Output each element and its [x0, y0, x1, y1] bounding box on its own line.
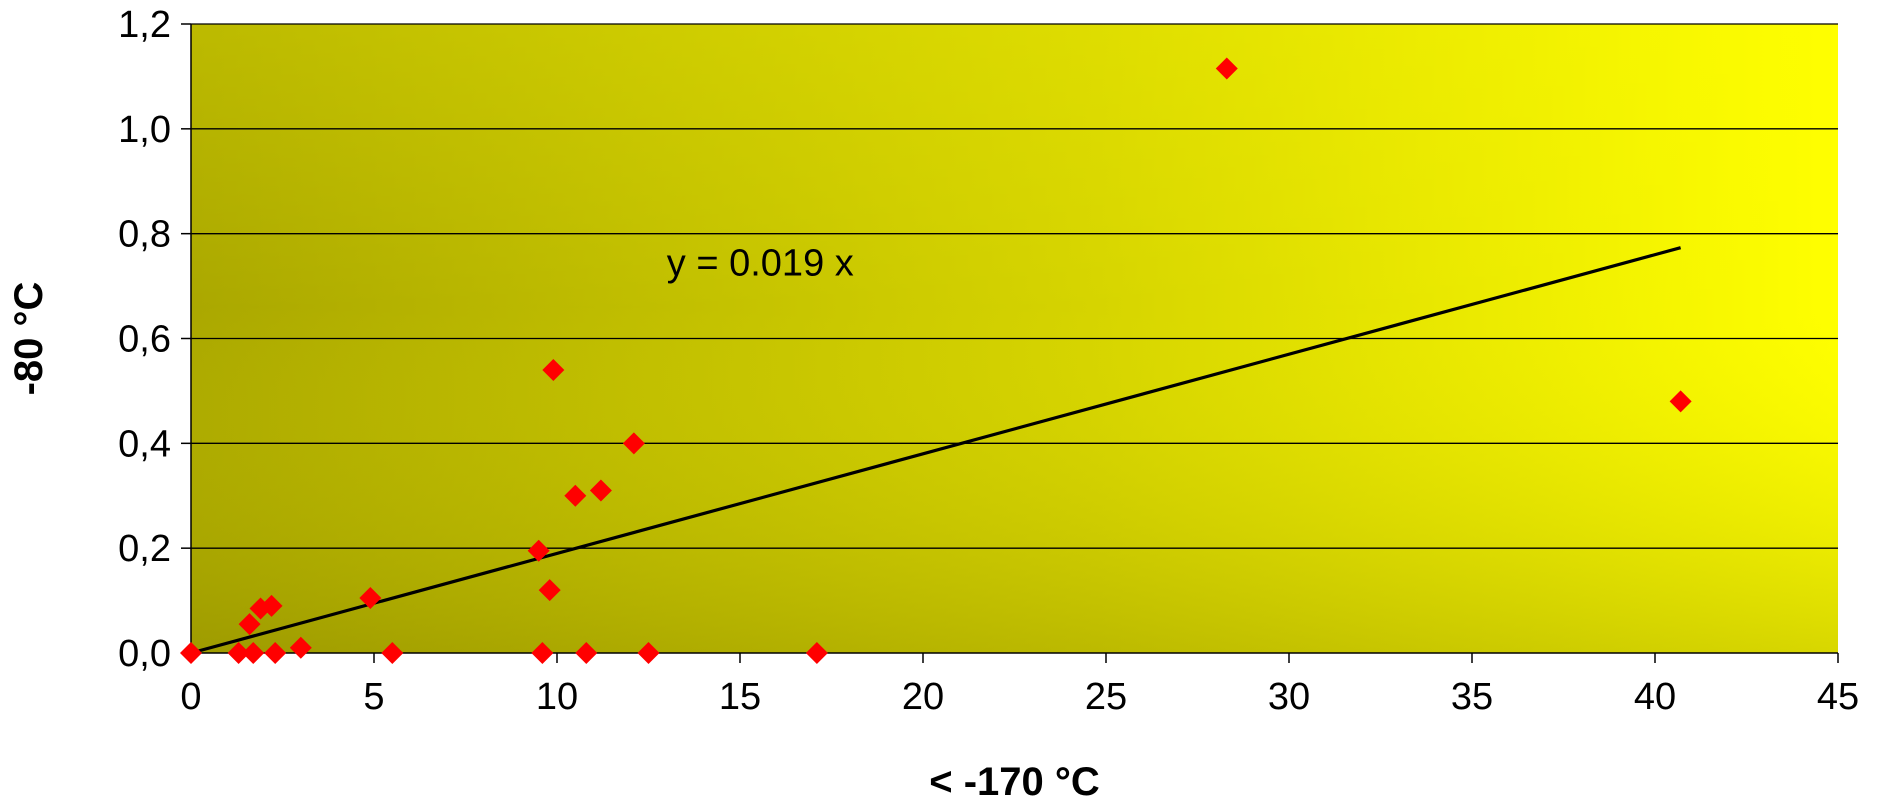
x-tick-label: 35	[1451, 676, 1493, 718]
x-tick-label: 0	[180, 676, 201, 718]
trendline	[190, 246, 1682, 655]
data-point	[381, 642, 404, 664]
data-point	[637, 642, 660, 664]
data-point	[1669, 390, 1692, 413]
data-point	[359, 586, 382, 609]
tick-labels: 0 5 10 15 20 25 30 35 40 45 0,0 0,2 0,4 0,6 0,8 1,0 1,2	[118, 4, 1859, 718]
data-point	[589, 479, 612, 502]
trendline-group	[190, 246, 1682, 655]
data-point	[260, 594, 283, 617]
x-tick-label: 10	[536, 676, 578, 718]
x-tick-label: 40	[1634, 676, 1676, 718]
data-point	[527, 539, 550, 562]
x-tick-label: 20	[902, 676, 944, 718]
data-point	[1215, 57, 1238, 80]
data-point	[227, 642, 250, 664]
data-points	[180, 57, 1692, 664]
data-point	[531, 642, 554, 664]
trendline-equation: y = 0.019 x	[667, 243, 854, 285]
y-tick-label: 0,8	[118, 214, 171, 256]
x-tick-label: 5	[363, 676, 384, 718]
x-axis-title: < -170 °C	[929, 760, 1100, 804]
x-tick-label: 45	[1817, 676, 1859, 718]
data-point	[242, 642, 265, 664]
data-point	[180, 642, 202, 664]
x-tick-label: 25	[1085, 676, 1127, 718]
data-point	[575, 642, 598, 664]
x-tick-label: 15	[719, 676, 761, 718]
data-point	[238, 613, 261, 636]
y-tick-label: 0,6	[118, 319, 171, 361]
y-tick-label: 0,4	[118, 423, 171, 465]
data-point	[538, 579, 561, 602]
data-point	[564, 484, 587, 507]
x-tick-label: 30	[1268, 676, 1310, 718]
axes	[181, 23, 1839, 663]
y-tick-label: 1,2	[118, 4, 171, 46]
y-axis-title: -80 °C	[7, 282, 51, 396]
gridlines	[191, 23, 1838, 549]
y-tick-label: 0,0	[118, 633, 171, 675]
data-point	[622, 432, 645, 455]
data-point	[805, 642, 828, 664]
data-point	[264, 642, 287, 664]
y-tick-label: 0,2	[118, 528, 171, 570]
data-point	[542, 358, 565, 381]
data-point	[289, 636, 312, 659]
y-tick-label: 1,0	[118, 109, 171, 151]
